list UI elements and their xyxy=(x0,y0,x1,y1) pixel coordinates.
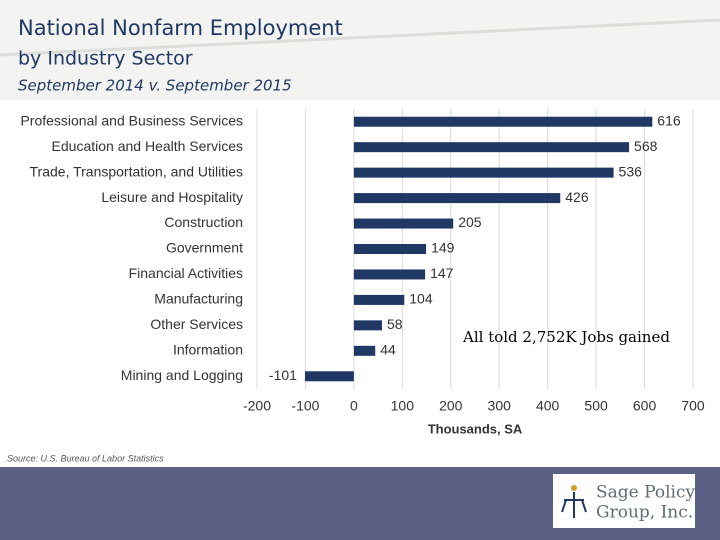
x-tick-label: -200 xyxy=(243,398,271,414)
value-label: 426 xyxy=(565,189,589,205)
value-label: 104 xyxy=(409,291,433,307)
logo-icon xyxy=(561,485,587,518)
x-tick-label: 300 xyxy=(488,398,512,414)
y-tick-label: Professional and Business Services xyxy=(20,112,243,128)
bar xyxy=(353,345,376,356)
x-tick-label: 500 xyxy=(584,398,608,414)
value-label: 147 xyxy=(430,265,454,281)
bar xyxy=(353,294,405,305)
bar xyxy=(353,244,427,254)
annotation: All told 2,752K Jobs gained xyxy=(462,328,670,346)
value-label: 58 xyxy=(387,316,403,332)
value-label: 536 xyxy=(619,163,643,179)
y-tick-label: Financial Activities xyxy=(129,265,243,281)
y-tick-label: Government xyxy=(166,240,243,256)
y-tick-label: Education and Health Services xyxy=(52,138,243,154)
x-tick-label: 0 xyxy=(350,398,358,414)
x-tick-label: 600 xyxy=(633,398,657,414)
bar xyxy=(353,142,630,153)
value-label: 616 xyxy=(657,112,681,128)
y-tick-label: Construction xyxy=(164,214,243,230)
y-tick-label: Mining and Logging xyxy=(121,367,243,383)
logo-text: Group, Inc. xyxy=(596,503,693,523)
bar xyxy=(353,269,426,280)
period: September 2014 v. September 2015 xyxy=(18,77,292,95)
y-tick-label: Information xyxy=(173,342,243,358)
x-tick-label: 400 xyxy=(536,398,560,414)
subtitle: by Industry Sector xyxy=(18,48,193,70)
y-tick-label: Leisure and Hospitality xyxy=(101,189,243,205)
x-tick-label: 100 xyxy=(391,398,415,414)
source: Source: U.S. Bureau of Labor Statistics xyxy=(7,453,164,463)
header-swoosh xyxy=(0,18,720,57)
chart: -200 -100 0 100 200 300 400 500 600 700 Thousands,… xyxy=(20,109,705,436)
bar xyxy=(353,218,454,229)
x-tick-label: 200 xyxy=(439,398,463,414)
y-tick-label: Trade, Transportation, and Utilities xyxy=(30,163,243,179)
value-label: -101 xyxy=(269,367,297,383)
bar xyxy=(353,167,614,178)
bar xyxy=(353,320,382,331)
bar xyxy=(304,371,354,382)
x-axis-title: Thousands, SA xyxy=(428,421,523,436)
y-tick-label: Other Services xyxy=(150,316,243,332)
y-tick-label: Manufacturing xyxy=(154,291,243,307)
value-label: 44 xyxy=(380,342,396,358)
bar xyxy=(353,116,653,127)
value-label: 568 xyxy=(634,138,658,154)
x-tick-label: 700 xyxy=(681,398,705,414)
bar xyxy=(353,193,561,204)
title: National Nonfarm Employment xyxy=(18,16,343,40)
value-label: 205 xyxy=(458,214,482,230)
value-label: 149 xyxy=(431,240,455,256)
x-tick-label: -100 xyxy=(291,398,319,414)
logo-text: Sage Policy xyxy=(596,483,696,503)
